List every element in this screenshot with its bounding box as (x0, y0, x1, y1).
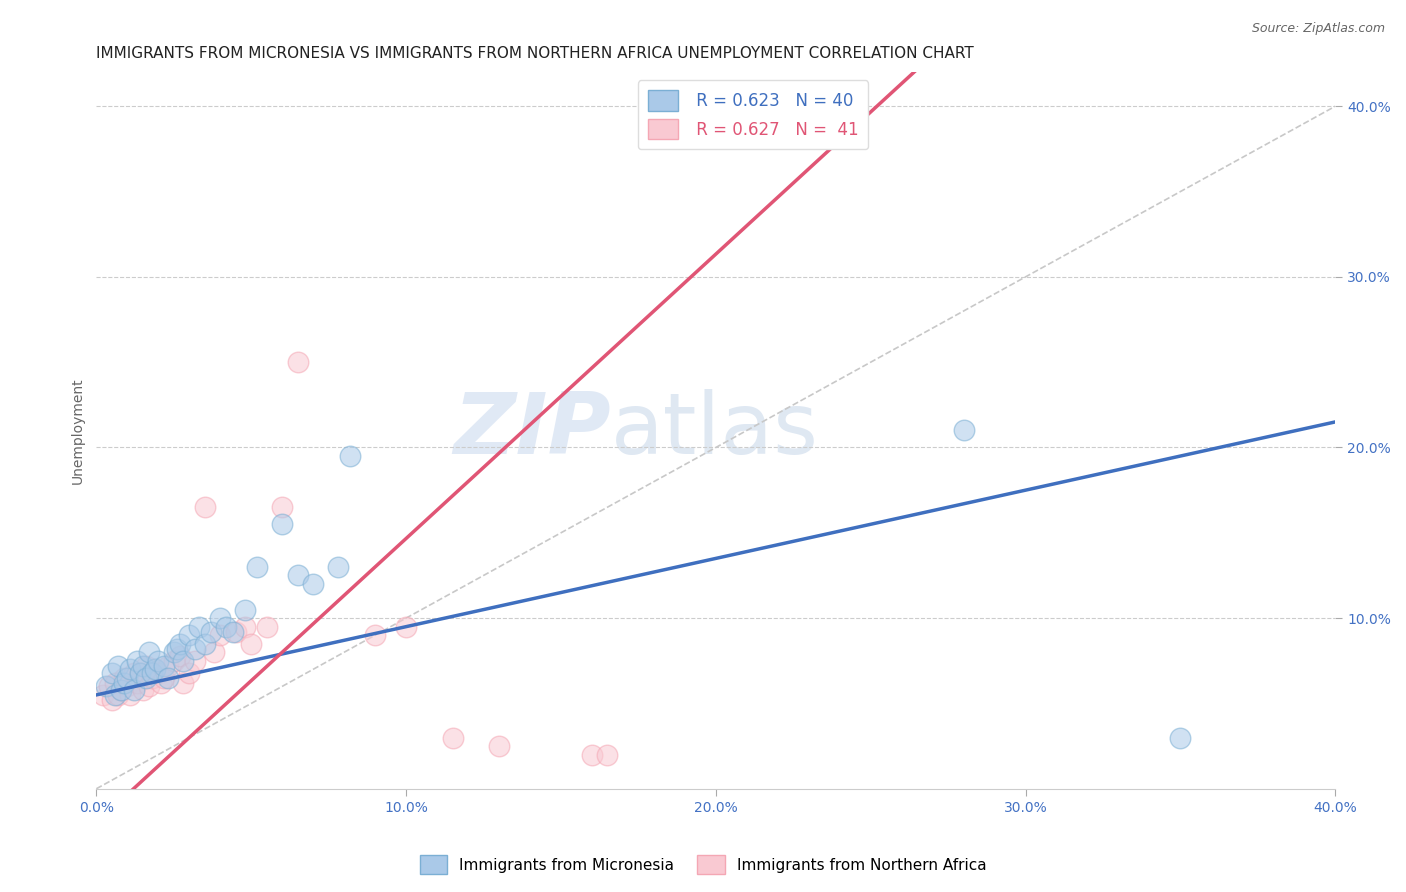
Point (179, 665, 201, 680)
Point (233, 620, 256, 634)
Point (153, 671, 176, 685)
Point (179, 628, 201, 642)
Point (163, 645, 186, 659)
Point (169, 637, 191, 651)
Point (596, 747, 619, 762)
Point (184, 654, 207, 668)
Point (128, 665, 150, 680)
Point (233, 602, 256, 616)
Point (202, 645, 225, 659)
Point (209, 611, 232, 625)
Point (125, 676, 148, 690)
Point (215, 620, 238, 634)
Point (395, 620, 418, 634)
Point (107, 688, 129, 702)
Point (225, 624, 247, 639)
Point (302, 577, 325, 591)
Point (1170, 731, 1192, 745)
Point (141, 671, 163, 685)
Point (148, 665, 170, 680)
Point (153, 659, 176, 673)
Point (166, 641, 188, 656)
Point (117, 679, 139, 693)
Point (94, 679, 117, 693)
Point (141, 665, 163, 680)
Point (287, 355, 309, 369)
Legend: Immigrants from Micronesia, Immigrants from Northern Africa: Immigrants from Micronesia, Immigrants f… (413, 849, 993, 880)
Text: ZIP: ZIP (453, 389, 610, 472)
Point (488, 739, 510, 753)
Point (117, 671, 139, 685)
Point (107, 659, 129, 673)
Point (101, 665, 124, 680)
Point (122, 665, 145, 680)
Point (138, 679, 160, 693)
Point (110, 682, 132, 697)
Point (172, 676, 194, 690)
Point (110, 682, 132, 697)
Point (271, 500, 294, 515)
Point (287, 568, 309, 582)
Point (194, 500, 217, 515)
Point (135, 671, 157, 685)
Point (101, 693, 124, 707)
Point (122, 682, 145, 697)
Point (120, 688, 142, 702)
Point (132, 659, 155, 673)
Point (194, 637, 217, 651)
Point (150, 676, 173, 690)
Point (148, 654, 170, 668)
Point (143, 662, 166, 676)
Point (120, 662, 142, 676)
Point (246, 560, 269, 574)
Text: IMMIGRANTS FROM MICRONESIA VS IMMIGRANTS FROM NORTHERN AFRICA UNEMPLOYMENT CORRE: IMMIGRANTS FROM MICRONESIA VS IMMIGRANTS… (97, 46, 974, 62)
Point (132, 682, 155, 697)
Point (156, 659, 179, 673)
Point (364, 628, 387, 642)
Point (91, 688, 114, 702)
Point (104, 688, 127, 702)
Legend:  R = 0.623   N = 40,  R = 0.627   N =  41: R = 0.623 N = 40, R = 0.627 N = 41 (637, 80, 869, 150)
Point (163, 654, 186, 668)
Text: Source: ZipAtlas.com: Source: ZipAtlas.com (1251, 22, 1385, 36)
Point (143, 662, 166, 676)
Point (112, 676, 135, 690)
Point (138, 645, 160, 659)
Point (156, 671, 179, 685)
Point (169, 648, 191, 663)
Point (184, 641, 207, 656)
Text: atlas: atlas (610, 389, 818, 472)
Point (256, 620, 278, 634)
Point (339, 449, 361, 463)
Point (221, 624, 243, 639)
Point (441, 731, 464, 745)
Point (135, 659, 157, 673)
Point (128, 665, 150, 680)
Point (581, 747, 603, 762)
Point (271, 517, 294, 532)
Point (240, 637, 263, 651)
Point (125, 654, 148, 668)
Point (326, 560, 349, 574)
Point (209, 628, 232, 642)
Point (952, 424, 974, 438)
Point (200, 624, 222, 639)
Point (97, 679, 120, 693)
Point (104, 676, 127, 690)
Point (112, 671, 135, 685)
Point (172, 654, 194, 668)
Point (187, 620, 209, 634)
Y-axis label: Unemployment: Unemployment (72, 377, 86, 483)
